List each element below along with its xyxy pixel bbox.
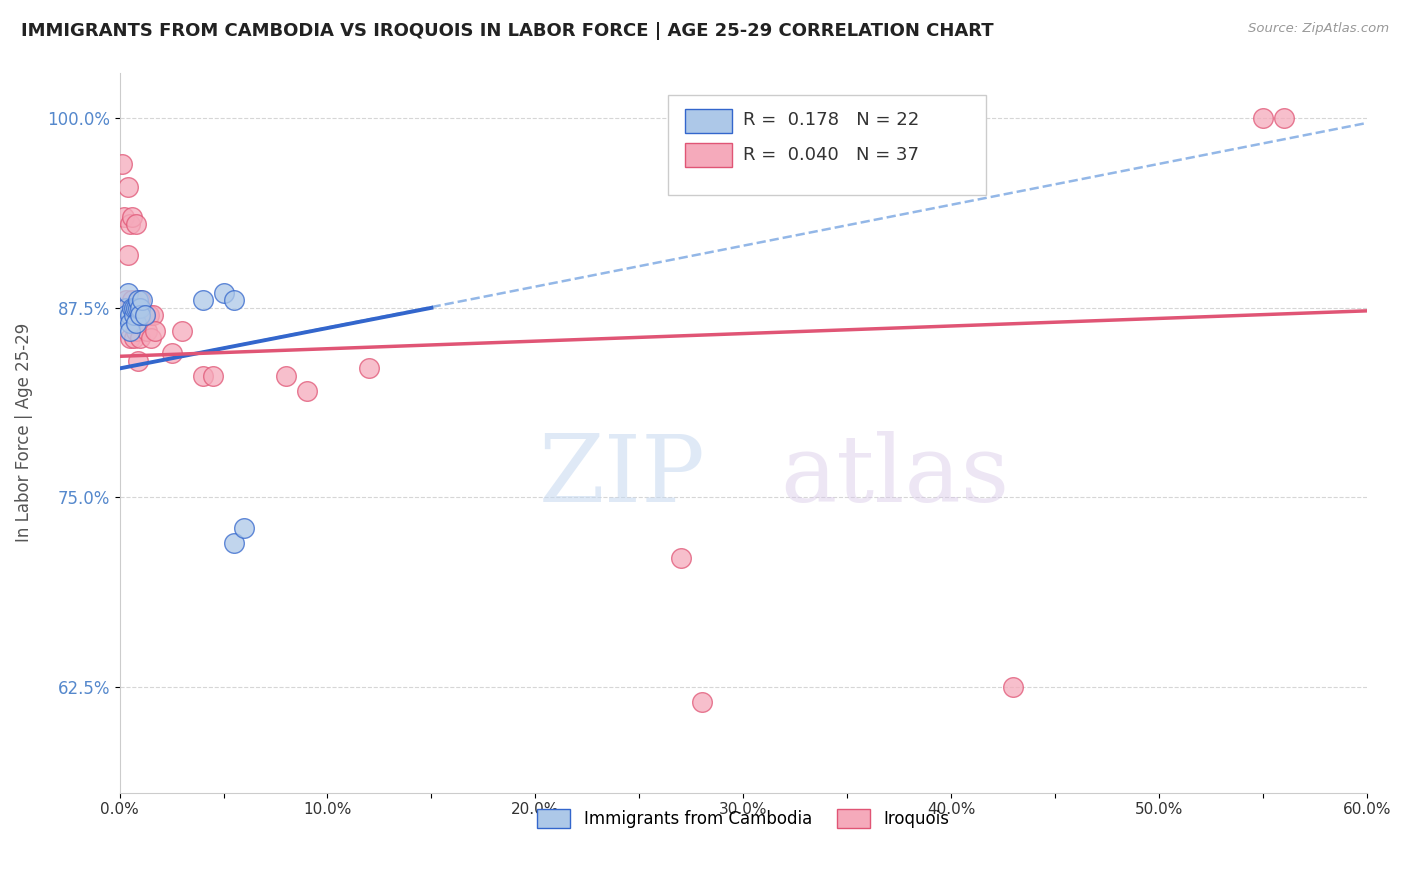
FancyBboxPatch shape [685,109,733,133]
Point [142,309,165,323]
Point [125,324,148,338]
Point [191,293,214,308]
Point [121,210,143,224]
Point [115,309,138,323]
Point [118,218,141,232]
Point [125,218,148,232]
Point [115,301,138,315]
Point [1251,112,1274,126]
Point [134,309,156,323]
Point [131,293,153,308]
Point [118,316,141,330]
Text: IMMIGRANTS FROM CAMBODIA VS IROQUOIS IN LABOR FORCE | AGE 25-29 CORRELATION CHAR: IMMIGRANTS FROM CAMBODIA VS IROQUOIS IN … [21,22,994,40]
Point [118,309,141,323]
Point [131,309,153,323]
Point [202,369,225,384]
Point [160,346,183,360]
Point [122,309,145,323]
Point [117,285,139,300]
Point [170,324,193,338]
Point [118,331,141,345]
Point [143,324,166,338]
Point [122,331,145,345]
Text: R =  0.178   N = 22: R = 0.178 N = 22 [744,112,920,129]
Point [125,316,148,330]
Point [138,309,160,323]
Point [111,157,134,171]
Point [274,369,297,384]
Point [129,293,152,308]
Point [121,301,143,315]
Point [191,369,214,384]
Point [125,301,148,315]
Point [295,384,318,399]
Point [127,354,149,368]
Text: R =  0.040   N = 37: R = 0.040 N = 37 [744,146,920,164]
Point [112,210,135,224]
Point [127,309,149,323]
Point [118,324,141,338]
Point [233,520,256,534]
Point [212,285,235,300]
Point [222,535,245,549]
Y-axis label: In Labor Force | Age 25-29: In Labor Force | Age 25-29 [15,323,32,542]
Legend: Immigrants from Cambodia, Iroquois: Immigrants from Cambodia, Iroquois [530,802,956,835]
Point [139,331,162,345]
Text: Source: ZipAtlas.com: Source: ZipAtlas.com [1249,22,1389,36]
Point [127,293,149,308]
Point [129,301,152,315]
Point [357,361,380,376]
FancyBboxPatch shape [685,143,733,167]
Point [222,293,245,308]
Point [115,293,138,308]
Point [135,324,157,338]
Point [122,301,145,315]
Point [118,309,141,323]
Point [129,309,152,323]
Text: ZIP: ZIP [538,431,706,521]
Point [690,695,713,709]
Point [122,309,145,323]
Point [1002,680,1025,694]
Point [669,550,692,565]
Point [121,293,143,308]
Point [117,179,139,194]
Point [129,331,152,345]
Point [134,309,156,323]
Text: atlas: atlas [780,431,1010,521]
Point [127,301,149,315]
FancyBboxPatch shape [668,95,987,195]
Point [117,248,139,262]
Point [1272,112,1295,126]
